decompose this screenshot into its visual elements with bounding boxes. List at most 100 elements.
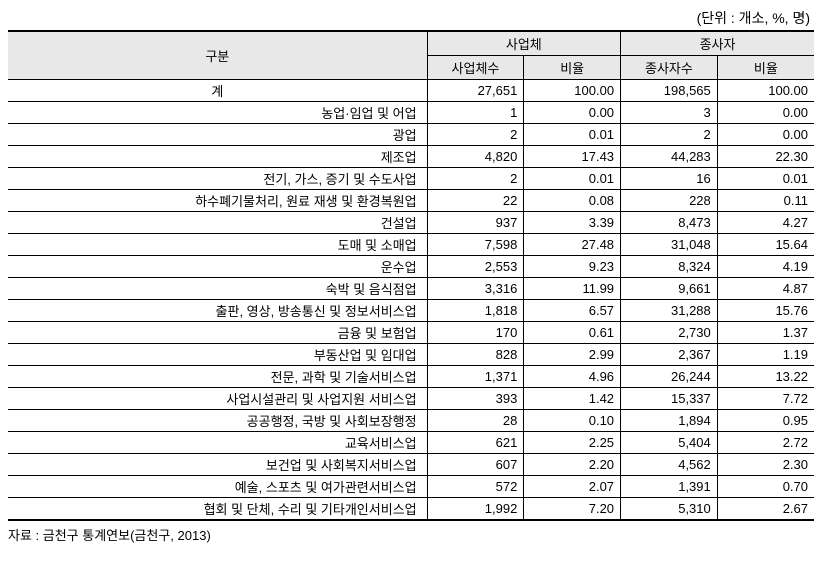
table-row-total: 계27,651100.00198,565100.00	[8, 80, 814, 102]
cell-business-ratio: 2.25	[524, 432, 621, 454]
row-label: 도매 및 소매업	[8, 234, 427, 256]
cell-business-count: 1,818	[427, 300, 524, 322]
cell-employee-ratio: 2.67	[717, 498, 814, 521]
cell-employee-ratio: 100.00	[717, 80, 814, 102]
cell-business-ratio: 2.07	[524, 476, 621, 498]
row-label: 사업시설관리 및 사업지원 서비스업	[8, 388, 427, 410]
cell-employee-count: 198,565	[621, 80, 718, 102]
table-row: 하수폐기물처리, 원료 재생 및 환경복원업220.082280.11	[8, 190, 814, 212]
cell-business-count: 170	[427, 322, 524, 344]
cell-business-count: 22	[427, 190, 524, 212]
cell-business-count: 2	[427, 168, 524, 190]
table-row: 협회 및 단체, 수리 및 기타개인서비스업1,9927.205,3102.67	[8, 498, 814, 521]
cell-employee-ratio: 4.27	[717, 212, 814, 234]
cell-employee-count: 2,367	[621, 344, 718, 366]
table-body: 계27,651100.00198,565100.00농업·임업 및 어업10.0…	[8, 80, 814, 521]
cell-employee-ratio: 0.11	[717, 190, 814, 212]
row-label: 예술, 스포츠 및 여가관련서비스업	[8, 476, 427, 498]
table-row: 제조업4,82017.4344,28322.30	[8, 146, 814, 168]
cell-business-ratio: 0.00	[524, 102, 621, 124]
cell-employee-ratio: 2.72	[717, 432, 814, 454]
cell-business-count: 393	[427, 388, 524, 410]
cell-business-count: 4,820	[427, 146, 524, 168]
row-label: 하수폐기물처리, 원료 재생 및 환경복원업	[8, 190, 427, 212]
cell-business-count: 1	[427, 102, 524, 124]
cell-business-ratio: 6.57	[524, 300, 621, 322]
row-label: 협회 및 단체, 수리 및 기타개인서비스업	[8, 498, 427, 521]
cell-business-ratio: 0.10	[524, 410, 621, 432]
cell-business-ratio: 100.00	[524, 80, 621, 102]
cell-employee-count: 8,324	[621, 256, 718, 278]
cell-business-ratio: 11.99	[524, 278, 621, 300]
cell-business-count: 937	[427, 212, 524, 234]
cell-employee-ratio: 2.30	[717, 454, 814, 476]
cell-employee-ratio: 4.87	[717, 278, 814, 300]
cell-business-ratio: 1.42	[524, 388, 621, 410]
cell-employee-ratio: 0.70	[717, 476, 814, 498]
header-category: 구분	[8, 31, 427, 80]
table-row: 숙박 및 음식점업3,31611.999,6614.87	[8, 278, 814, 300]
table-row: 공공행정, 국방 및 사회보장행정280.101,8940.95	[8, 410, 814, 432]
cell-business-count: 3,316	[427, 278, 524, 300]
header-employee: 종사자	[621, 31, 814, 56]
table-row: 출판, 영상, 방송통신 및 정보서비스업1,8186.5731,28815.7…	[8, 300, 814, 322]
row-label: 보건업 및 사회복지서비스업	[8, 454, 427, 476]
cell-business-count: 607	[427, 454, 524, 476]
cell-employee-ratio: 13.22	[717, 366, 814, 388]
cell-employee-count: 26,244	[621, 366, 718, 388]
cell-employee-count: 15,337	[621, 388, 718, 410]
cell-employee-count: 31,048	[621, 234, 718, 256]
cell-employee-count: 4,562	[621, 454, 718, 476]
row-label: 운수업	[8, 256, 427, 278]
cell-business-ratio: 9.23	[524, 256, 621, 278]
header-ratio2: 비율	[717, 56, 814, 80]
cell-business-ratio: 0.01	[524, 168, 621, 190]
table-header: 구분 사업체 종사자 사업체수 비율 종사자수 비율	[8, 31, 814, 80]
cell-employee-ratio: 0.95	[717, 410, 814, 432]
table-row: 부동산업 및 임대업8282.992,3671.19	[8, 344, 814, 366]
table-row: 사업시설관리 및 사업지원 서비스업3931.4215,3377.72	[8, 388, 814, 410]
cell-employee-ratio: 1.19	[717, 344, 814, 366]
cell-business-ratio: 4.96	[524, 366, 621, 388]
cell-business-ratio: 17.43	[524, 146, 621, 168]
row-label: 금융 및 보험업	[8, 322, 427, 344]
cell-employee-ratio: 0.00	[717, 124, 814, 146]
cell-business-count: 1,992	[427, 498, 524, 521]
cell-employee-count: 5,310	[621, 498, 718, 521]
cell-business-ratio: 0.61	[524, 322, 621, 344]
cell-employee-ratio: 15.76	[717, 300, 814, 322]
cell-employee-ratio: 22.30	[717, 146, 814, 168]
source-label: 자료 : 금천구 통계연보(금천구, 2013)	[8, 525, 814, 544]
row-label: 제조업	[8, 146, 427, 168]
table-row: 보건업 및 사회복지서비스업6072.204,5622.30	[8, 454, 814, 476]
cell-employee-count: 44,283	[621, 146, 718, 168]
cell-employee-ratio: 4.19	[717, 256, 814, 278]
cell-business-count: 2,553	[427, 256, 524, 278]
table-row: 광업20.0120.00	[8, 124, 814, 146]
table-row: 도매 및 소매업7,59827.4831,04815.64	[8, 234, 814, 256]
statistics-table: 구분 사업체 종사자 사업체수 비율 종사자수 비율 계27,651100.00…	[8, 30, 814, 521]
cell-employee-count: 1,391	[621, 476, 718, 498]
cell-employee-count: 3	[621, 102, 718, 124]
header-ratio1: 비율	[524, 56, 621, 80]
cell-employee-count: 31,288	[621, 300, 718, 322]
unit-label: (단위 : 개소, %, 명)	[8, 8, 814, 28]
cell-employee-count: 8,473	[621, 212, 718, 234]
cell-employee-count: 1,894	[621, 410, 718, 432]
table-row: 교육서비스업6212.255,4042.72	[8, 432, 814, 454]
cell-employee-ratio: 15.64	[717, 234, 814, 256]
cell-business-count: 572	[427, 476, 524, 498]
cell-employee-count: 2,730	[621, 322, 718, 344]
header-employee-count: 종사자수	[621, 56, 718, 80]
cell-business-count: 621	[427, 432, 524, 454]
table-row: 운수업2,5539.238,3244.19	[8, 256, 814, 278]
row-label: 출판, 영상, 방송통신 및 정보서비스업	[8, 300, 427, 322]
cell-employee-count: 9,661	[621, 278, 718, 300]
table-row: 전기, 가스, 증기 및 수도사업20.01160.01	[8, 168, 814, 190]
row-label: 전문, 과학 및 기술서비스업	[8, 366, 427, 388]
cell-employee-count: 16	[621, 168, 718, 190]
table-row: 건설업9373.398,4734.27	[8, 212, 814, 234]
cell-business-ratio: 0.08	[524, 190, 621, 212]
table-row: 예술, 스포츠 및 여가관련서비스업5722.071,3910.70	[8, 476, 814, 498]
cell-employee-ratio: 7.72	[717, 388, 814, 410]
